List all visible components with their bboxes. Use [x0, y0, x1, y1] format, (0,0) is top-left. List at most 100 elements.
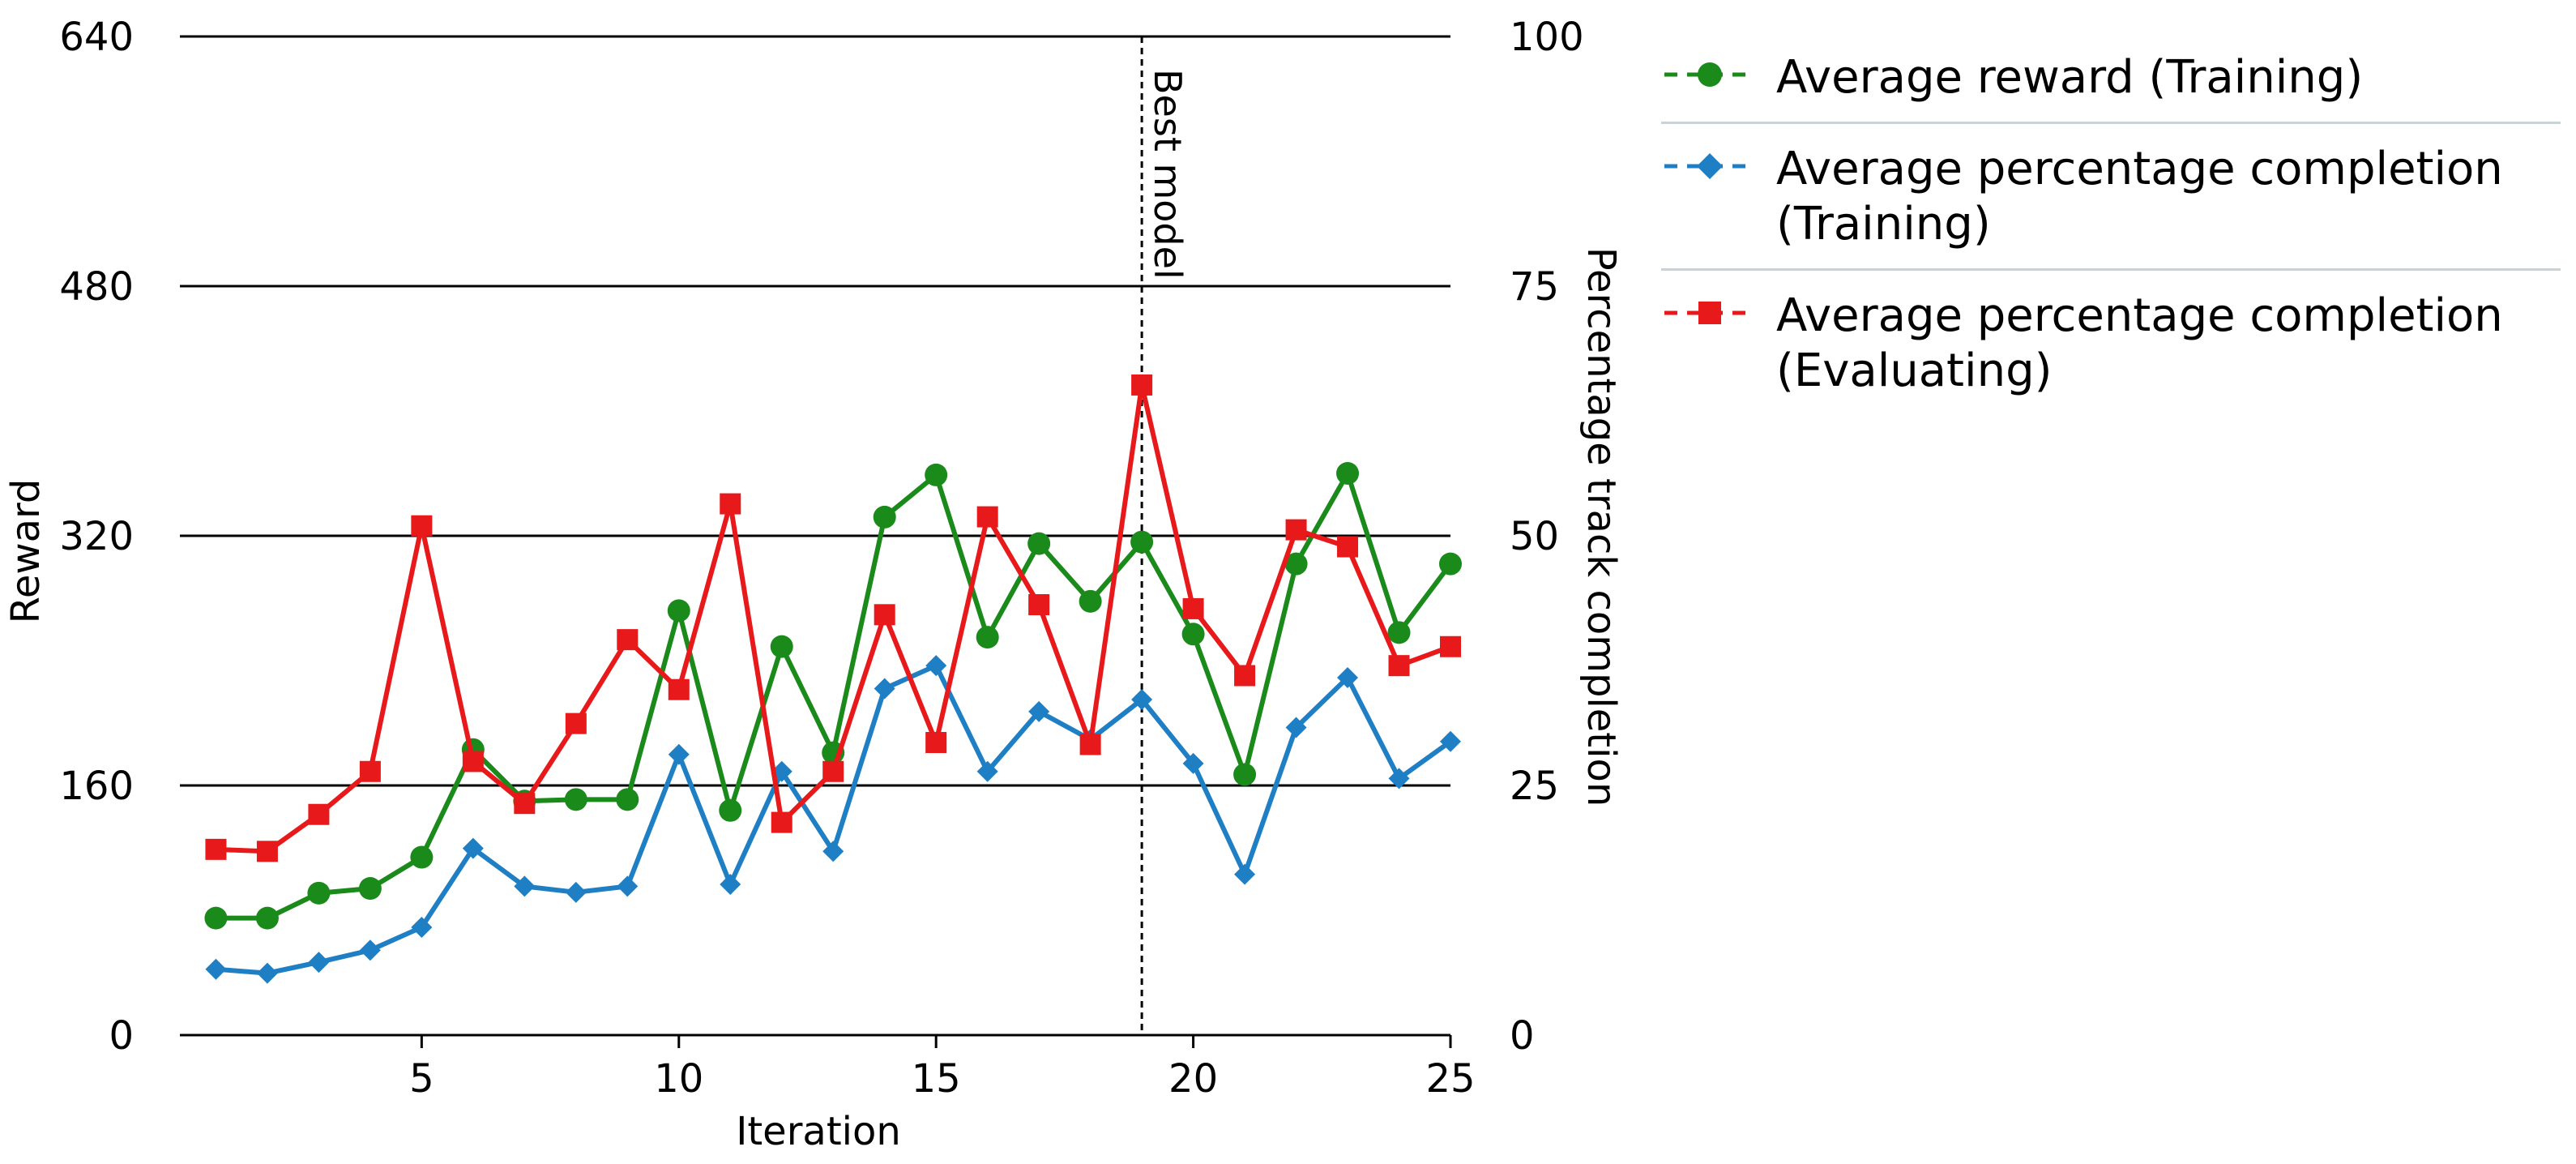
data-point[interactable] [1079, 589, 1102, 613]
best-model-label: Best model [1146, 69, 1190, 280]
gridlines [180, 35, 1450, 1037]
data-point[interactable] [1234, 863, 1256, 885]
data-point[interactable] [1336, 462, 1360, 485]
data-point[interactable] [976, 506, 998, 528]
data-point[interactable] [925, 463, 948, 486]
legend: Average reward (Training) Average percen… [1661, 32, 2561, 415]
right-tick-label: 0 [1510, 1013, 1535, 1059]
x-axis-title: Iteration [736, 1109, 901, 1154]
data-point[interactable] [1337, 536, 1359, 558]
data-point[interactable] [205, 958, 227, 980]
data-point[interactable] [667, 599, 690, 623]
data-point[interactable] [308, 803, 330, 825]
data-point[interactable] [255, 906, 279, 930]
data-point[interactable] [514, 875, 536, 897]
data-point[interactable] [308, 952, 330, 974]
data-point[interactable] [720, 493, 741, 515]
data-point[interactable] [565, 881, 587, 903]
left-tick-label: 480 [59, 264, 134, 310]
x-tick-label: 5 [409, 1056, 434, 1102]
data-point[interactable] [976, 626, 999, 649]
data-point[interactable] [668, 743, 690, 765]
x-tick-label: 15 [912, 1056, 961, 1102]
legend-item-completion-evaluating[interactable]: Average percentage completion (Evaluatin… [1661, 271, 2561, 415]
data-point[interactable] [564, 788, 587, 811]
data-point[interactable] [1027, 532, 1051, 555]
legend-item-completion-training[interactable]: Average percentage completion (Training) [1661, 124, 2561, 271]
data-point[interactable] [1285, 519, 1307, 541]
data-point[interactable] [1182, 752, 1204, 774]
data-point[interactable] [462, 837, 484, 859]
legend-label: Average reward (Training) [1776, 51, 2364, 104]
series-square [205, 374, 1461, 862]
data-point[interactable] [770, 635, 793, 658]
data-point[interactable] [1284, 552, 1308, 576]
data-point[interactable] [925, 732, 947, 754]
data-point[interactable] [976, 760, 998, 782]
left-tick-label: 320 [59, 514, 134, 559]
data-point[interactable] [874, 678, 895, 700]
left-tick-label: 0 [109, 1013, 134, 1059]
data-point[interactable] [205, 838, 227, 860]
data-point[interactable] [256, 841, 278, 862]
x-axis-ticks: 5 10 15 20 25 [409, 1035, 1476, 1102]
x-tick-label: 10 [654, 1056, 703, 1102]
data-point[interactable] [1028, 700, 1050, 722]
data-point[interactable] [719, 798, 742, 822]
data-point[interactable] [617, 629, 639, 651]
data-point[interactable] [1181, 623, 1205, 646]
data-point[interactable] [411, 515, 433, 537]
data-point[interactable] [307, 881, 331, 905]
data-point[interactable] [1028, 594, 1050, 616]
data-point[interactable] [1234, 665, 1256, 687]
right-tick-label: 100 [1510, 15, 1584, 60]
data-point[interactable] [1285, 717, 1307, 738]
legend-swatch-reward-training [1664, 62, 1755, 87]
data-point[interactable] [411, 916, 433, 938]
right-axis-ticks: 0 25 50 75 100 [1510, 15, 1584, 1059]
data-point[interactable] [1388, 655, 1410, 677]
right-tick-label: 50 [1510, 514, 1559, 559]
left-tick-label: 160 [59, 764, 134, 809]
legend-swatch-completion-training [1664, 153, 1755, 179]
data-point[interactable] [462, 751, 484, 772]
data-point[interactable] [720, 873, 741, 895]
data-point[interactable] [1439, 552, 1462, 576]
data-point[interactable] [358, 877, 382, 901]
legend-label: Average percentage completion [1776, 289, 2503, 342]
legend-item-reward-training[interactable]: Average reward (Training) [1661, 32, 2561, 124]
data-point[interactable] [668, 678, 690, 700]
data-point[interactable] [1131, 689, 1153, 711]
data-point[interactable] [1440, 635, 1461, 657]
data-point[interactable] [771, 811, 792, 833]
data-point[interactable] [1337, 666, 1359, 688]
right-tick-label: 75 [1510, 264, 1559, 310]
data-point[interactable] [1233, 763, 1257, 786]
data-point[interactable] [1387, 621, 1411, 644]
data-point[interactable] [514, 793, 536, 815]
left-axis-ticks: 0 160 320 480 640 [59, 15, 134, 1059]
left-tick-label: 640 [59, 15, 134, 60]
data-point[interactable] [1388, 768, 1410, 790]
data-point[interactable] [359, 760, 381, 782]
data-point[interactable] [1130, 530, 1154, 554]
left-axis-title: Reward [3, 479, 49, 624]
data-point[interactable] [1131, 374, 1153, 396]
data-point[interactable] [410, 845, 434, 869]
data-point[interactable] [617, 875, 639, 897]
data-point[interactable] [204, 906, 228, 930]
data-point[interactable] [256, 962, 278, 984]
data-point[interactable] [616, 788, 639, 811]
data-point[interactable] [822, 841, 844, 862]
data-point[interactable] [565, 713, 587, 734]
data-point[interactable] [873, 505, 896, 529]
data-point[interactable] [822, 760, 844, 782]
data-point[interactable] [1440, 730, 1461, 752]
data-point[interactable] [1079, 734, 1101, 755]
data-point[interactable] [925, 655, 947, 677]
data-point[interactable] [359, 939, 381, 961]
series-group [204, 374, 1462, 984]
data-point[interactable] [1182, 597, 1204, 619]
data-point[interactable] [874, 604, 895, 626]
